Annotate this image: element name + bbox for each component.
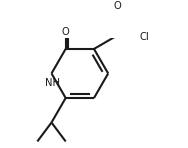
Text: O: O <box>61 27 69 37</box>
Text: Cl: Cl <box>139 32 149 42</box>
Text: NH: NH <box>45 78 60 88</box>
Text: O: O <box>114 1 121 11</box>
